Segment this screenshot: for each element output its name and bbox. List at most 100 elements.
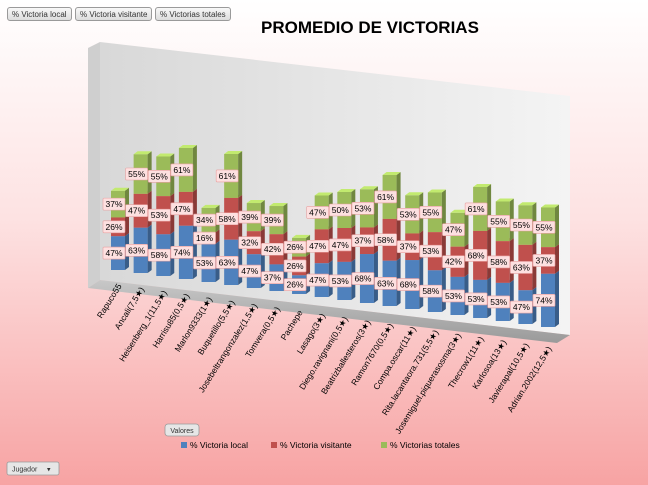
data-label: 37% <box>261 271 284 284</box>
svg-text:63%: 63% <box>377 278 394 288</box>
data-label: 47% <box>510 300 533 314</box>
jugador-filter-label: Jugador <box>12 467 38 474</box>
legend-label: % Victoria visitante <box>280 440 352 450</box>
data-label: 42% <box>442 255 465 269</box>
svg-text:42%: 42% <box>264 244 281 254</box>
svg-text:53%: 53% <box>445 291 462 301</box>
svg-text:63%: 63% <box>128 245 145 255</box>
svg-text:58%: 58% <box>490 257 507 267</box>
svg-text:47%: 47% <box>105 248 122 258</box>
data-label: 53% <box>487 295 511 309</box>
data-label: 47% <box>329 238 352 252</box>
legend-item: % Victorias totales <box>381 440 460 450</box>
data-label: 37% <box>102 197 126 211</box>
svg-text:37%: 37% <box>105 199 122 209</box>
svg-text:39%: 39% <box>264 215 281 225</box>
floor <box>88 280 570 343</box>
data-label: 16% <box>193 231 216 245</box>
data-label: 58% <box>374 233 397 247</box>
svg-text:53%: 53% <box>422 246 439 256</box>
legend-swatch <box>181 442 187 448</box>
data-label: 53% <box>351 202 375 215</box>
values-button-label: Valores <box>170 428 194 435</box>
svg-text:47%: 47% <box>241 266 258 276</box>
svg-text:55%: 55% <box>128 169 145 179</box>
data-label: 74% <box>170 246 194 259</box>
svg-text:53%: 53% <box>400 209 417 219</box>
svg-text:53%: 53% <box>332 276 349 286</box>
data-label: 37% <box>396 240 420 254</box>
field-button-victoria-visitante[interactable]: % Victoria visitante <box>75 7 153 21</box>
category-label: Adrian.2002(12,5★) <box>505 344 554 414</box>
legend-label: % Victoria local <box>190 440 248 450</box>
data-label: 26% <box>283 278 307 291</box>
svg-text:58%: 58% <box>377 235 394 245</box>
svg-text:47%: 47% <box>173 204 190 214</box>
data-label: 39% <box>261 213 284 227</box>
legend-label: % Victorias totales <box>390 440 460 450</box>
svg-text:47%: 47% <box>445 225 462 235</box>
field-button-victoria-local[interactable]: % Victoria local <box>7 7 72 21</box>
data-label: 58% <box>147 248 171 262</box>
svg-text:37%: 37% <box>400 242 417 252</box>
data-label: 68% <box>464 249 488 262</box>
svg-text:55%: 55% <box>535 222 552 232</box>
data-label: 26% <box>102 220 126 234</box>
values-button[interactable]: Valores <box>164 423 200 437</box>
data-label: 53% <box>464 292 488 306</box>
svg-text:53%: 53% <box>151 210 168 220</box>
jugador-filter-button[interactable]: Jugador ▾ <box>6 461 60 476</box>
legend-swatch <box>381 442 387 448</box>
svg-text:47%: 47% <box>128 206 145 216</box>
svg-text:16%: 16% <box>196 233 213 243</box>
legend: % Victoria local % Victoria visitante % Vi… <box>181 440 460 450</box>
svg-text:53%: 53% <box>490 297 507 307</box>
svg-text:47%: 47% <box>332 240 349 250</box>
data-label: 55% <box>147 169 171 183</box>
side-wall <box>88 42 100 288</box>
data-label: 47% <box>306 273 329 287</box>
svg-text:68%: 68% <box>354 274 371 284</box>
data-label: 39% <box>238 210 262 224</box>
svg-text:63%: 63% <box>513 262 530 272</box>
svg-text:74%: 74% <box>173 247 190 257</box>
svg-text:47%: 47% <box>309 275 326 285</box>
data-label: 26% <box>283 259 307 273</box>
svg-text:53%: 53% <box>354 203 371 213</box>
data-label: 74% <box>532 294 556 307</box>
svg-text:55%: 55% <box>151 171 168 181</box>
svg-text:47%: 47% <box>309 241 326 251</box>
data-label: 26% <box>283 240 307 254</box>
data-label: 53% <box>396 208 420 221</box>
data-label: 68% <box>396 278 420 291</box>
data-label: 47% <box>238 264 262 278</box>
svg-text:61%: 61% <box>219 171 236 181</box>
data-label: 34% <box>193 213 216 227</box>
svg-text:39%: 39% <box>241 212 258 222</box>
data-label: 53% <box>193 256 216 270</box>
data-label: 53% <box>419 244 443 258</box>
bar-segment <box>450 209 469 247</box>
data-label: 55% <box>487 214 511 228</box>
svg-text:61%: 61% <box>377 192 394 202</box>
data-label: 63% <box>510 261 533 274</box>
data-label: 53% <box>147 208 171 222</box>
data-label: 63% <box>125 244 148 257</box>
legend-item: % Victoria local <box>181 440 248 450</box>
data-label: 61% <box>374 190 397 204</box>
data-label: 53% <box>329 274 352 288</box>
svg-text:37%: 37% <box>354 236 371 246</box>
data-label: 58% <box>487 255 511 269</box>
data-label: 55% <box>510 218 533 232</box>
category-label: Pachepe <box>278 308 304 342</box>
data-label-group: 47% 26% 37% 63% 47% 55% 58% 53% 55% 74% 47% 61% 53% 1… <box>102 163 556 314</box>
data-label: 55% <box>532 220 556 234</box>
svg-text:55%: 55% <box>490 216 507 226</box>
svg-text:50%: 50% <box>332 205 349 215</box>
field-button-victorias-totales[interactable]: % Victorias totales <box>155 7 231 21</box>
svg-text:42%: 42% <box>445 257 462 267</box>
svg-text:47%: 47% <box>513 302 530 312</box>
data-label: 37% <box>351 234 375 248</box>
svg-text:26%: 26% <box>287 280 304 290</box>
